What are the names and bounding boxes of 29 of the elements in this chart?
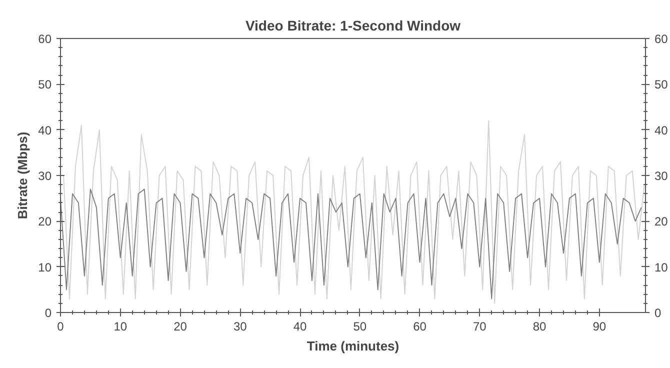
y-tick-label: 40: [38, 123, 52, 138]
x-tick-label: 20: [174, 320, 188, 334]
y2-tick-label: 10: [654, 260, 668, 274]
x-tick-label: 30: [233, 320, 248, 334]
y2-tick-label: 30: [654, 169, 668, 183]
y-axis-title: Bitrate (Mbps): [15, 132, 30, 220]
y-tick-label: 0: [44, 306, 52, 320]
line-series: [62, 120, 645, 304]
y-tick-label: 30: [38, 169, 52, 183]
x-tick-label: 70: [472, 320, 487, 334]
x-tick-label: 10: [114, 320, 128, 334]
y-tick-label: 10: [38, 260, 52, 274]
x-tick-label: 0: [57, 320, 64, 334]
x-tick-label: 60: [413, 320, 427, 334]
line-series: [60, 188, 642, 300]
y2-tick-label: 60: [654, 32, 668, 46]
x-tick-label: 50: [353, 320, 367, 334]
x-axis-title: Time (minutes): [306, 338, 400, 354]
y2-tick-label: 0: [654, 306, 662, 320]
x-tick-label: 40: [293, 320, 308, 334]
y2-tick-label: 50: [654, 78, 668, 92]
x-tick-label: 90: [592, 320, 606, 334]
y2-tick-label: 40: [654, 123, 668, 138]
y2-tick-label: 20: [654, 214, 668, 229]
y-tick-label: 60: [38, 32, 52, 46]
y-tick-label: 20: [38, 214, 52, 229]
chart-title: Video Bitrate: 1-Second Window: [245, 18, 461, 34]
x-tick-label: 80: [532, 320, 547, 334]
y-tick-label: 50: [38, 78, 52, 92]
